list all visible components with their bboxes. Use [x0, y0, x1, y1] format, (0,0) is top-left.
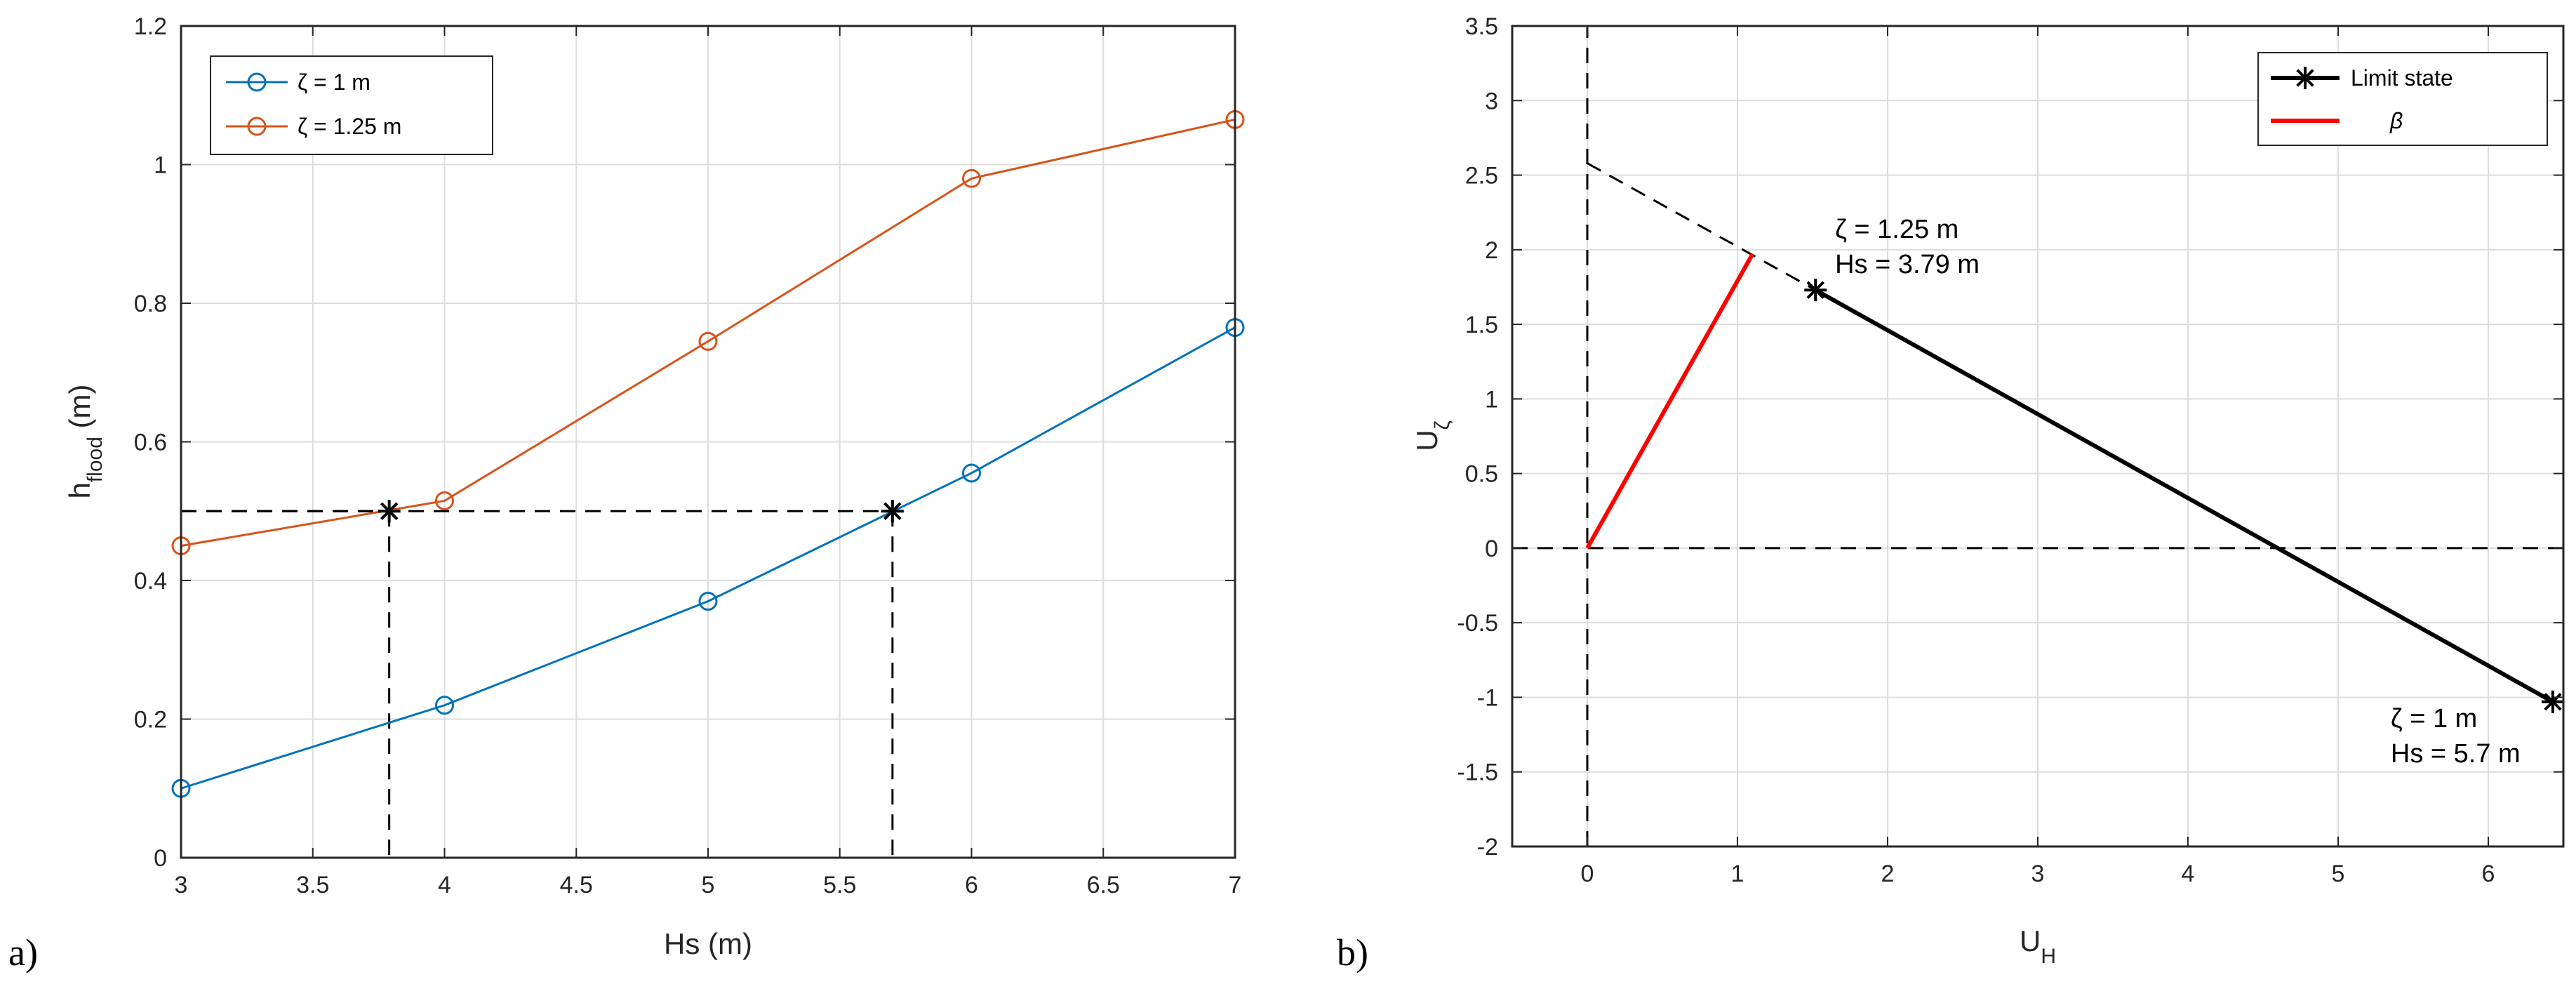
legend-box-a — [210, 55, 493, 155]
legend-star-stroke — [2296, 69, 2314, 87]
series-point-1 — [435, 491, 454, 510]
series-line-1 — [180, 118, 1236, 547]
y-tick-label-a: 0.4 — [134, 568, 167, 595]
x-tick-label-b: 5 — [2332, 861, 2345, 887]
x-tick-label-a: 6.5 — [1087, 872, 1120, 898]
y-axis-label-b: Uζ — [1410, 420, 1454, 451]
series-line-0 — [180, 326, 1236, 790]
panel-label-a: a) — [8, 931, 38, 974]
legend-label-zeta-1: ζ = 1 m — [298, 69, 371, 95]
panel-label-b: b) — [1337, 931, 1368, 974]
y-axis-label-a-main: h — [63, 482, 96, 498]
threshold-point-stroke — [380, 502, 399, 520]
x-tick-label-a: 5.5 — [823, 872, 856, 898]
x-axis-label-a: Hs (m) — [664, 927, 752, 960]
annotation-0-line2: Hs = 3.79 m — [1835, 250, 1980, 279]
y-tick-label-a: 0.2 — [134, 707, 167, 733]
x-tick-label-a: 3.5 — [296, 872, 329, 898]
y-tick-label-b: -2 — [1477, 834, 1498, 861]
limit-state-points-b — [1804, 279, 2565, 713]
legend-label-limit-state: Limit state — [2351, 65, 2453, 91]
threshold-point — [378, 500, 401, 523]
y-axis-label-b-main: U — [1410, 430, 1443, 451]
y-tick-label-b: -0.5 — [1457, 610, 1498, 637]
y-tick-label-b: 1.5 — [1465, 312, 1498, 338]
y-tick-label-b: 3.5 — [1465, 13, 1498, 40]
limit-state-point-stroke — [1806, 281, 1825, 299]
y-tick-label-b: 1 — [1485, 386, 1498, 413]
threshold-point — [881, 500, 904, 523]
annotation-1-line2: Hs = 5.7 m — [2391, 739, 2521, 769]
limit-state-line — [1814, 288, 2554, 704]
y-tick-label-a: 1.2 — [134, 13, 167, 40]
x-tick-label-a: 5 — [702, 872, 715, 898]
ticks-a: 3 3.5 4 4.5 5 5.5 6 6.5 7 0 0.2 0.4 0.6 0.8 1 1.2 — [134, 13, 1242, 898]
lines-b — [1585, 162, 2554, 704]
x-tick-label-a: 6 — [965, 872, 978, 898]
legend-a: ζ = 1 m ζ = 1.25 m — [210, 55, 493, 155]
legend-marker-zeta-1 — [247, 72, 267, 92]
series-point-0 — [698, 592, 718, 611]
chart-b: 0 1 2 3 4 5 6 -2 -1.5 -1 -0.5 0 0.5 1 1.5 2 2.5 3 3.5 ζ = … — [1337, 13, 2565, 974]
y-axis-label-b-sub: ζ — [1431, 420, 1454, 430]
y-axis-label-a: hflood (m) — [63, 384, 107, 498]
legend-marker-zeta-1-25 — [247, 117, 267, 136]
series-point-0 — [962, 463, 981, 483]
ticks-b: 0 1 2 3 4 5 6 -2 -1.5 -1 -0.5 0 0.5 1 1.5 2 2.5 3 3.5 — [1457, 13, 2563, 887]
threshold-lines-a — [181, 510, 894, 858]
threshold-point-stroke — [883, 502, 902, 520]
annotation-0-line1: ζ = 1.25 m — [1835, 215, 1958, 244]
y-axis-label-a-sub: flood — [84, 437, 107, 482]
annotations-b: ζ = 1.25 m Hs = 3.79 m ζ = 1 m Hs = 5.7 m — [1835, 215, 2521, 769]
chart-a: 3 3.5 4 4.5 5 5.5 6 6.5 7 0 0.2 0.4 0.6 0.8 1 1.2 ζ = 1… — [8, 13, 1245, 974]
y-tick-label-a: 0 — [154, 845, 167, 872]
y-tick-label-b: 0.5 — [1465, 461, 1498, 488]
annotation-1-line1: ζ = 1 m — [2391, 704, 2477, 733]
y-tick-label-a: 0.8 — [134, 291, 167, 317]
series-point-1 — [962, 168, 981, 188]
y-tick-label-b: 2 — [1485, 237, 1498, 264]
x-tick-label-b: 2 — [1881, 861, 1895, 887]
series-point-1 — [698, 331, 718, 351]
y-tick-label-b: 2.5 — [1465, 163, 1498, 190]
threshold-points-a — [378, 500, 904, 523]
limit-state-point — [1804, 279, 1827, 302]
x-tick-label-a: 7 — [1229, 872, 1242, 898]
y-tick-label-b: 3 — [1485, 88, 1498, 114]
legend-marker-limit-state — [2294, 67, 2316, 89]
limit-state-extension — [1587, 162, 1817, 291]
legend-star — [2294, 67, 2316, 89]
y-tick-label-b: -1.5 — [1457, 759, 1498, 786]
y-tick-label-a: 1 — [154, 152, 167, 179]
series-point-0 — [435, 696, 454, 715]
x-tick-label-b: 1 — [1731, 861, 1744, 887]
limit-state-point — [2542, 690, 2565, 713]
legend-label-beta: β — [2389, 108, 2403, 133]
y-tick-label-a: 0.6 — [134, 430, 167, 456]
y-axis-label-a-unit: (m) — [63, 384, 96, 437]
x-axis-label-b: UH — [2020, 924, 2056, 968]
x-tick-label-a: 3 — [175, 872, 188, 898]
beta-line — [1585, 253, 1755, 550]
zero-lines-b — [1512, 26, 2563, 846]
x-tick-label-a: 4 — [438, 872, 451, 898]
x-tick-label-b: 0 — [1581, 861, 1594, 887]
x-axis-label-b-main: U — [2020, 924, 2041, 957]
legend-label-zeta-1-25: ζ = 1.25 m — [298, 114, 401, 139]
x-axis-label-b-sub: H — [2041, 945, 2056, 968]
x-tick-label-b: 6 — [2482, 861, 2495, 887]
y-tick-label-b: -1 — [1477, 684, 1498, 711]
x-tick-label-b: 3 — [2031, 861, 2045, 887]
limit-state-point-stroke — [2544, 693, 2562, 711]
y-tick-label-b: 0 — [1485, 536, 1498, 562]
x-tick-label-b: 4 — [2182, 861, 2195, 887]
legend-b: Limit state β — [2257, 52, 2548, 146]
x-tick-label-a: 4.5 — [560, 872, 593, 898]
